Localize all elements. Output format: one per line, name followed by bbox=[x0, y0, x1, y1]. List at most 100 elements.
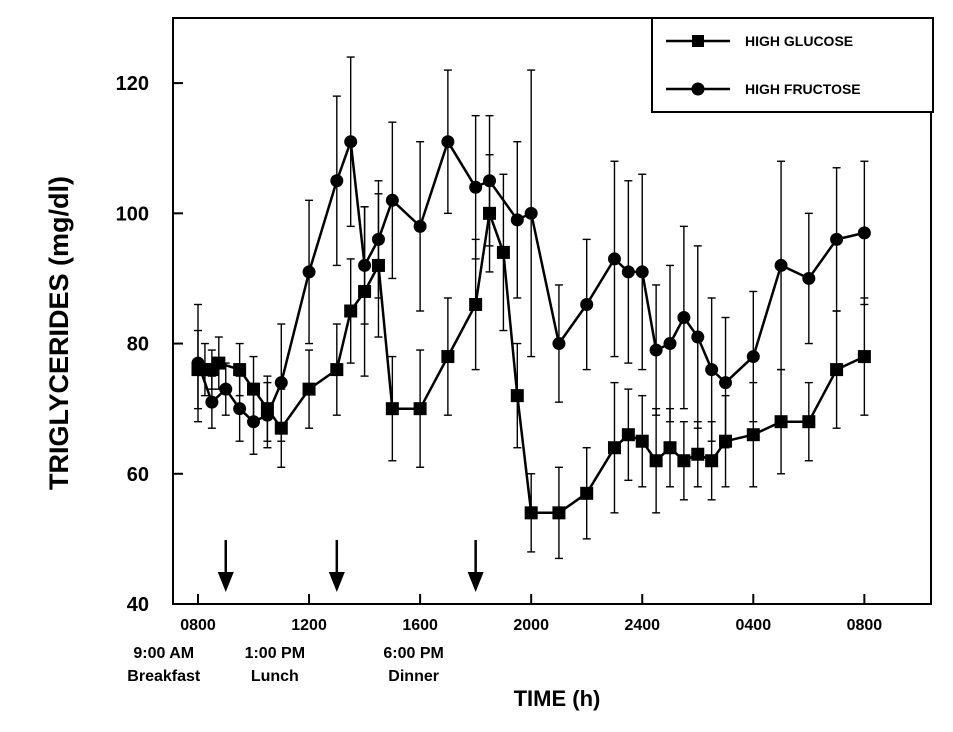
data-point-glucose bbox=[830, 363, 844, 377]
meal-time-label: 6:00 PM bbox=[383, 645, 443, 662]
data-point-glucose bbox=[719, 434, 733, 448]
legend: HIGH GLUCOSE HIGH FRUCTOSE bbox=[651, 17, 934, 113]
data-point-fructose bbox=[857, 226, 871, 240]
y-tick-label: 120 bbox=[116, 73, 149, 95]
data-point-fructose bbox=[483, 174, 497, 188]
data-point-fructose bbox=[802, 271, 816, 285]
data-point-glucose bbox=[580, 486, 594, 500]
meal-time-label: 1:00 PM bbox=[245, 645, 305, 662]
data-point-glucose bbox=[635, 434, 649, 448]
y-tick-label: 100 bbox=[116, 203, 149, 225]
data-point-glucose bbox=[510, 389, 524, 403]
x-tick-label: 1200 bbox=[291, 617, 327, 634]
data-point-glucose bbox=[330, 363, 344, 377]
data-point-glucose bbox=[344, 304, 358, 318]
meal-arrow-head bbox=[328, 572, 345, 592]
data-point-fructose bbox=[524, 206, 538, 220]
data-point-fructose bbox=[663, 337, 677, 351]
x-tick-label: 1600 bbox=[402, 617, 438, 634]
x-tick-label: 0800 bbox=[847, 617, 883, 634]
x-tick-label: 0800 bbox=[180, 617, 216, 634]
data-point-glucose bbox=[663, 441, 677, 455]
x-axis-label: TIME (h) bbox=[514, 686, 601, 711]
data-point-glucose bbox=[441, 350, 455, 364]
data-point-glucose bbox=[677, 454, 691, 468]
data-point-fructose bbox=[607, 252, 621, 266]
data-point-fructose bbox=[233, 402, 247, 416]
data-point-fructose bbox=[746, 350, 760, 364]
data-point-fructose bbox=[247, 415, 261, 429]
data-point-fructose bbox=[621, 265, 635, 279]
data-point-glucose bbox=[496, 245, 510, 259]
data-point-glucose bbox=[746, 428, 760, 442]
y-tick-label: 80 bbox=[127, 334, 149, 356]
plot-frame bbox=[172, 17, 932, 605]
data-point-fructose bbox=[719, 376, 733, 390]
data-point-glucose bbox=[483, 206, 497, 220]
meal-annotations: 9:00 AM Breakfast 1:00 PM Lunch 6:00 PM Dinne… bbox=[127, 540, 484, 685]
x-tick-label: 2000 bbox=[513, 617, 549, 634]
legend-marker-fructose bbox=[691, 82, 705, 96]
data-point-fructose bbox=[552, 337, 566, 351]
data-point-fructose bbox=[371, 232, 385, 246]
data-point-fructose bbox=[649, 343, 663, 357]
meal-arrow-head bbox=[217, 572, 234, 592]
data-point-glucose bbox=[385, 402, 399, 416]
data-point-glucose bbox=[212, 356, 226, 370]
legend-label-glucose: HIGH GLUCOSE bbox=[745, 33, 853, 49]
data-point-fructose bbox=[510, 213, 524, 227]
meal-name-label: Lunch bbox=[251, 668, 299, 685]
legend-box bbox=[651, 17, 934, 113]
y-tick-label: 40 bbox=[127, 594, 149, 616]
axes: 40 60 80 100 120 0800 1200 1600 2000 2400 0400 0800 bbox=[116, 73, 883, 634]
data-point-fructose bbox=[469, 180, 483, 194]
data-point-glucose bbox=[691, 447, 705, 461]
data-point-glucose bbox=[371, 258, 385, 272]
data-point-fructose bbox=[580, 297, 594, 311]
legend-label-fructose: HIGH FRUCTOSE bbox=[745, 81, 861, 97]
data-point-fructose bbox=[774, 258, 788, 272]
data-point-glucose bbox=[857, 350, 871, 364]
meal-name-label: Breakfast bbox=[127, 668, 201, 685]
data-point-fructose bbox=[205, 395, 219, 409]
y-axis-label: TRIGLYCERIDES (mg/dl) bbox=[44, 176, 74, 490]
data-point-glucose bbox=[621, 428, 635, 442]
meal-name-label: Dinner bbox=[388, 668, 439, 685]
data-point-glucose bbox=[552, 506, 566, 520]
data-point-fructose bbox=[441, 135, 455, 149]
meal-arrow-head bbox=[467, 572, 484, 592]
data-point-fructose bbox=[385, 193, 399, 207]
data-point-fructose bbox=[274, 376, 288, 390]
data-point-glucose bbox=[802, 415, 816, 429]
data-point-glucose bbox=[233, 363, 247, 377]
data-point-glucose bbox=[247, 382, 261, 396]
data-point-fructose bbox=[302, 265, 316, 279]
data-point-glucose bbox=[469, 297, 483, 311]
data-point-fructose bbox=[691, 330, 705, 344]
meal-time-label: 9:00 AM bbox=[133, 645, 194, 662]
data-point-fructose bbox=[635, 265, 649, 279]
x-tick-label: 0400 bbox=[736, 617, 772, 634]
data-point-fructose bbox=[344, 135, 358, 149]
data-point-fructose bbox=[358, 258, 372, 272]
data-point-glucose bbox=[274, 421, 288, 435]
x-tick-label: 2400 bbox=[624, 617, 660, 634]
data-point-glucose bbox=[607, 441, 621, 455]
data-point-glucose bbox=[302, 382, 316, 396]
data-point-glucose bbox=[524, 506, 538, 520]
data-point-fructose bbox=[191, 356, 205, 370]
data-point-fructose bbox=[219, 382, 233, 396]
series-markers bbox=[191, 135, 871, 520]
data-point-fructose bbox=[830, 232, 844, 246]
data-point-fructose bbox=[705, 363, 719, 377]
data-point-glucose bbox=[649, 454, 663, 468]
data-point-fructose bbox=[677, 311, 691, 325]
data-point-fructose bbox=[413, 219, 427, 233]
data-point-glucose bbox=[705, 454, 719, 468]
data-point-glucose bbox=[358, 284, 372, 298]
data-point-fructose bbox=[260, 408, 274, 422]
legend-marker-glucose bbox=[692, 35, 704, 47]
data-point-glucose bbox=[774, 415, 788, 429]
y-tick-label: 60 bbox=[127, 464, 149, 486]
